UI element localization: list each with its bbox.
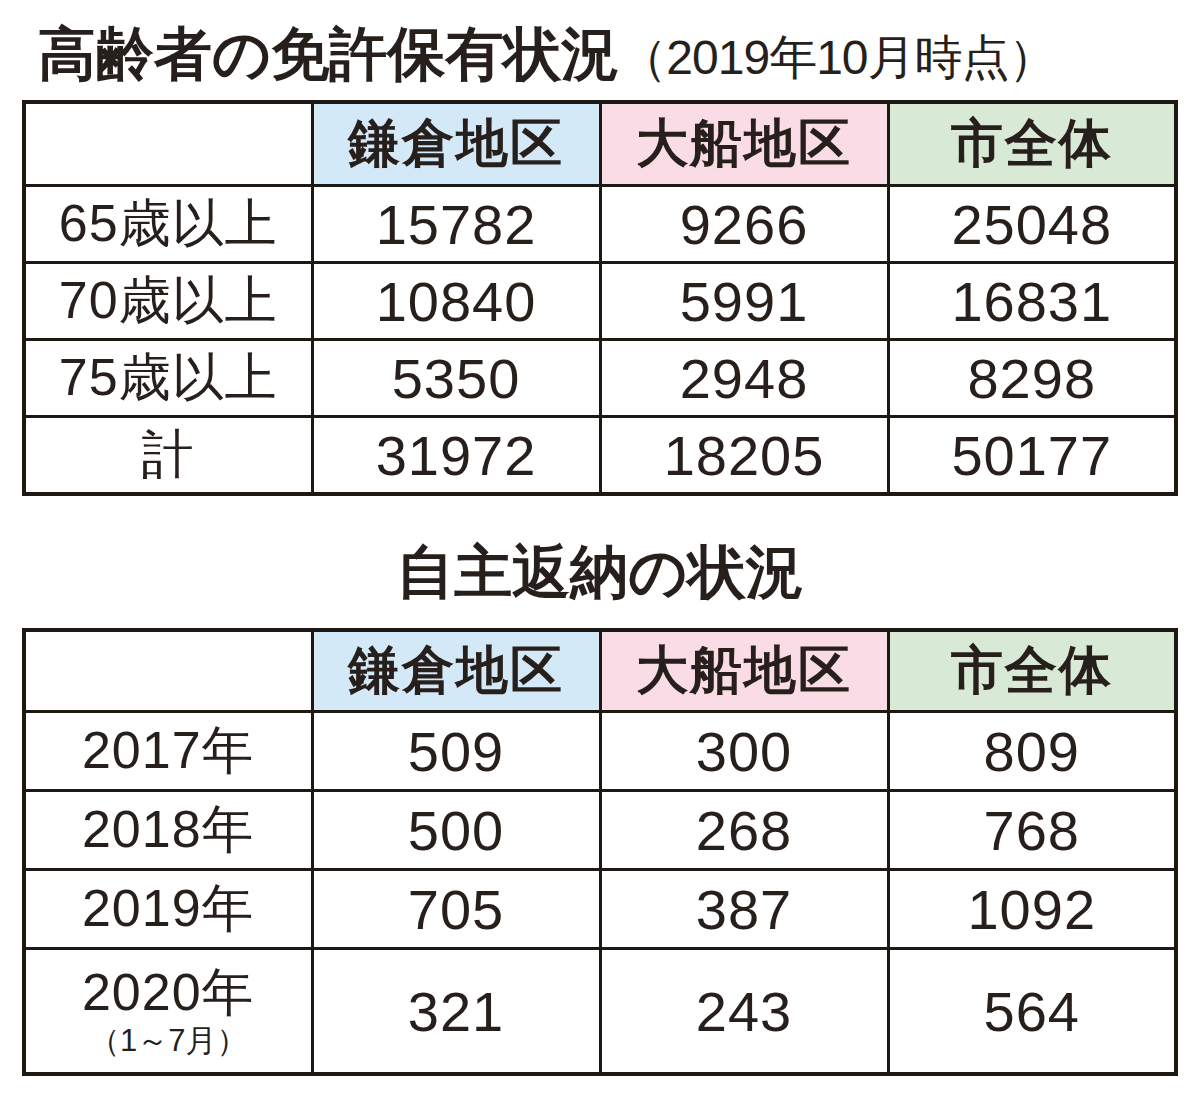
row-label-age65: 65歳以上 — [24, 186, 312, 263]
row-label-total: 計 — [24, 417, 312, 495]
table-row-total: 計 31972 18205 50177 — [24, 417, 1176, 495]
license-holding-table: 鎌倉地区 大船地区 市全体 65歳以上 15782 9266 25048 70歳… — [22, 100, 1178, 496]
section-title-voluntary-return: 自主返納の状況 — [22, 536, 1178, 608]
table-row-age65: 65歳以上 15782 9266 25048 — [24, 186, 1176, 263]
table-row-2017: 2017年 509 300 809 — [24, 712, 1176, 791]
cell-2020-ofuna: 243 — [600, 949, 888, 1075]
license-table-header-row: 鎌倉地区 大船地区 市全体 — [24, 102, 1176, 186]
row-label-2020: 2020年 （1～7月） — [24, 949, 312, 1075]
row-label-2017: 2017年 — [24, 712, 312, 791]
row-label-age70: 70歳以上 — [24, 263, 312, 340]
row-label-2020-year: 2020年 — [26, 962, 311, 1022]
col-header-city-total: 市全体 — [888, 630, 1176, 712]
table-row-2018: 2018年 500 268 768 — [24, 791, 1176, 870]
cell-2017-city: 809 — [888, 712, 1176, 791]
col-header-ofuna: 大船地区 — [600, 102, 888, 186]
col-header-kamakura: 鎌倉地区 — [312, 102, 600, 186]
voluntary-return-table: 鎌倉地区 大船地区 市全体 2017年 509 300 809 2018年 50… — [22, 628, 1178, 1076]
row-label-age75: 75歳以上 — [24, 340, 312, 417]
col-header-city-total: 市全体 — [888, 102, 1176, 186]
col-header-ofuna: 大船地区 — [600, 630, 888, 712]
cell-2020-city: 564 — [888, 949, 1176, 1075]
col-header-kamakura: 鎌倉地区 — [312, 630, 600, 712]
page-title-main: 高齢者の免許保有状況 — [38, 21, 619, 86]
table-row-2020: 2020年 （1～7月） 321 243 564 — [24, 949, 1176, 1075]
cell-2020-kamakura: 321 — [312, 949, 600, 1075]
cell-total-city: 50177 — [888, 417, 1176, 495]
page-title: 高齢者の免許保有状況（2019年10月時点） — [38, 16, 1056, 96]
return-table-header-row: 鎌倉地区 大船地区 市全体 — [24, 630, 1176, 712]
cell-age70-ofuna: 5991 — [600, 263, 888, 340]
cell-age70-city: 16831 — [888, 263, 1176, 340]
row-label-2018: 2018年 — [24, 791, 312, 870]
cell-2019-kamakura: 705 — [312, 870, 600, 949]
table-row-2019: 2019年 705 387 1092 — [24, 870, 1176, 949]
table-row-age70: 70歳以上 10840 5991 16831 — [24, 263, 1176, 340]
cell-age75-kamakura: 5350 — [312, 340, 600, 417]
cell-total-kamakura: 31972 — [312, 417, 600, 495]
cell-age65-kamakura: 15782 — [312, 186, 600, 263]
cell-2017-ofuna: 300 — [600, 712, 888, 791]
row-label-2020-months-note: （1～7月） — [26, 1022, 311, 1060]
cell-2018-ofuna: 268 — [600, 791, 888, 870]
cell-2018-kamakura: 500 — [312, 791, 600, 870]
cell-total-ofuna: 18205 — [600, 417, 888, 495]
cell-age65-city: 25048 — [888, 186, 1176, 263]
cell-2017-kamakura: 509 — [312, 712, 600, 791]
cell-age70-kamakura: 10840 — [312, 263, 600, 340]
cell-2018-city: 768 — [888, 791, 1176, 870]
cell-age65-ofuna: 9266 — [600, 186, 888, 263]
page-title-date-note: （2019年10月時点） — [619, 31, 1055, 84]
infographic-page: 高齢者の免許保有状況（2019年10月時点） 鎌倉地区 大船地区 市全体 65歳… — [0, 0, 1200, 1095]
return-corner-cell — [24, 630, 312, 712]
cell-age75-ofuna: 2948 — [600, 340, 888, 417]
cell-age75-city: 8298 — [888, 340, 1176, 417]
row-label-2019: 2019年 — [24, 870, 312, 949]
table-row-age75: 75歳以上 5350 2948 8298 — [24, 340, 1176, 417]
cell-2019-ofuna: 387 — [600, 870, 888, 949]
license-corner-cell — [24, 102, 312, 186]
cell-2019-city: 1092 — [888, 870, 1176, 949]
